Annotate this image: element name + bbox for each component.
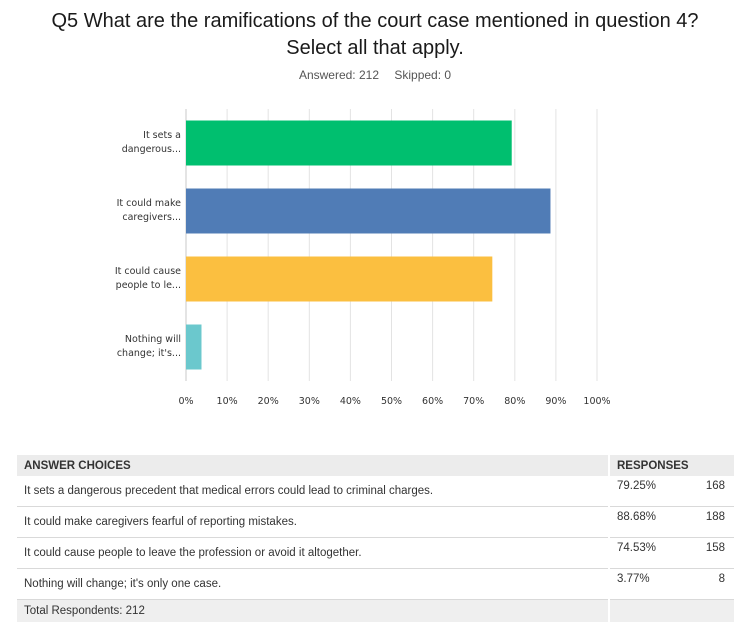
x-tick-label: 50% xyxy=(381,396,402,407)
total-respondents: Total Respondents: 212 xyxy=(17,599,609,622)
x-tick-label: 0% xyxy=(178,396,193,407)
x-tick-label: 30% xyxy=(299,396,320,407)
response-count: 188 xyxy=(680,506,734,538)
question-title: Q5 What are the ramifications of the cou… xyxy=(0,8,750,62)
x-tick-label: 20% xyxy=(258,396,279,407)
total-row: Total Respondents: 212 xyxy=(17,599,734,622)
answer-choice: It could make caregivers fearful of repo… xyxy=(17,506,609,538)
table-row: It could make caregivers fearful of repo… xyxy=(17,506,734,538)
total-empty-cell xyxy=(608,599,734,622)
bar xyxy=(186,188,551,234)
category-label: It could cause xyxy=(115,266,181,277)
bar xyxy=(186,256,493,302)
response-count: 8 xyxy=(680,568,734,600)
response-percent: 74.53% xyxy=(607,537,681,569)
response-percent: 3.77% xyxy=(607,568,681,600)
category-label: It sets a xyxy=(143,130,181,141)
category-label: Nothing will xyxy=(125,334,181,345)
x-tick-label: 80% xyxy=(504,396,525,407)
response-summary: Answered: 212 Skipped: 0 xyxy=(0,68,750,82)
x-tick-label: 10% xyxy=(217,396,238,407)
answer-choice: Nothing will change; it's only one case. xyxy=(17,568,609,600)
skipped-count: Skipped: 0 xyxy=(394,68,452,82)
answer-choice: It could cause people to leave the profe… xyxy=(17,537,609,569)
x-tick-label: 60% xyxy=(422,396,443,407)
answer-choices-header: ANSWER CHOICES xyxy=(17,455,609,476)
table-row: Nothing will change; it's only one case.… xyxy=(17,568,734,600)
category-label: It could make xyxy=(117,198,182,209)
table-header-row: ANSWER CHOICES RESPONSES xyxy=(17,455,734,476)
x-tick-label: 100% xyxy=(583,396,610,407)
question-title-line-1: Q5 What are the ramifications of the cou… xyxy=(51,10,699,32)
responses-table: ANSWER CHOICES RESPONSES It sets a dange… xyxy=(17,455,734,622)
category-label: caregivers... xyxy=(122,212,181,223)
table-row: It sets a dangerous precedent that medic… xyxy=(17,476,734,507)
category-label: change; it's... xyxy=(117,348,181,359)
response-count: 168 xyxy=(680,476,734,507)
category-label: people to le... xyxy=(116,280,181,291)
response-count: 158 xyxy=(680,537,734,569)
bar xyxy=(186,324,202,370)
bar xyxy=(186,120,512,166)
response-percent: 79.25% xyxy=(607,476,681,507)
question-title-line-2: Select all that apply. xyxy=(286,37,464,59)
x-tick-label: 40% xyxy=(340,396,361,407)
table-row: It could cause people to leave the profe… xyxy=(17,537,734,569)
responses-header: RESPONSES xyxy=(608,455,734,476)
x-tick-label: 70% xyxy=(463,396,484,407)
category-label: dangerous... xyxy=(122,144,181,155)
response-percent: 88.68% xyxy=(607,506,681,538)
answer-choice: It sets a dangerous precedent that medic… xyxy=(17,476,609,507)
bar-chart: 0% 10% 20% 30% 40% 50% 60% 70% 80% 90% 100% It sets… xyxy=(115,109,611,407)
answered-count: Answered: 212 xyxy=(298,68,379,82)
x-tick-label: 90% xyxy=(545,396,566,407)
